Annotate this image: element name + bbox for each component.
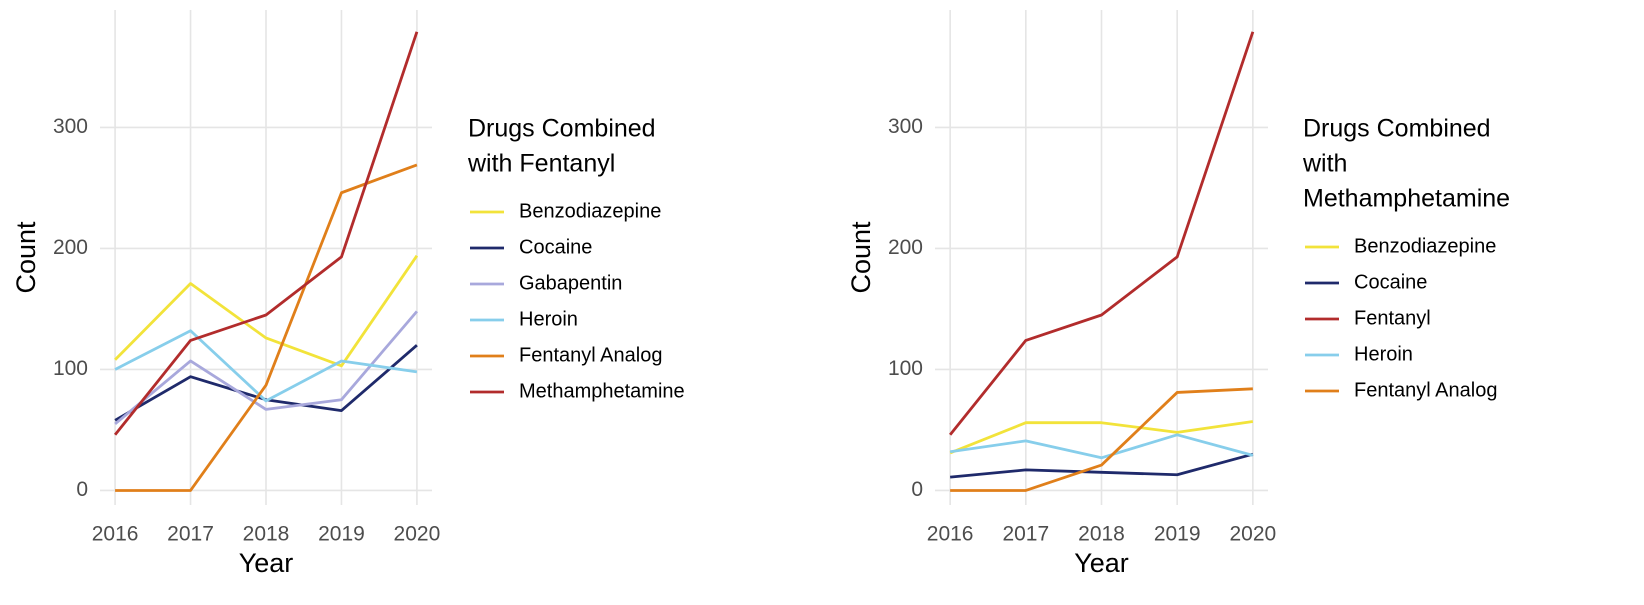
- y-tick-label: 100: [888, 357, 923, 380]
- legend-label: Methamphetamine: [519, 380, 685, 402]
- legend-label: Gabapentin: [519, 272, 622, 294]
- x-tick-label: 2019: [1154, 523, 1201, 546]
- x-tick-label: 2018: [243, 523, 290, 546]
- y-tick-label: 300: [53, 115, 88, 138]
- legend-label: Heroin: [519, 308, 578, 330]
- y-tick-label: 300: [888, 115, 923, 138]
- y-tick-label: 0: [911, 478, 923, 501]
- legend-label: Benzodiazepine: [519, 200, 661, 222]
- legend-label: Fentanyl Analog: [1354, 379, 1497, 401]
- legend-title: with: [1302, 150, 1347, 178]
- legend-label: Fentanyl Analog: [519, 344, 662, 366]
- x-tick-label: 2017: [1002, 523, 1049, 546]
- y-tick-label: 200: [888, 236, 923, 259]
- legend-label: Heroin: [1354, 343, 1413, 365]
- series-line: [949, 420, 1254, 455]
- series-line: [114, 329, 418, 403]
- series-line: [949, 433, 1254, 460]
- series-line: [114, 254, 419, 368]
- series-line: [949, 31, 1255, 436]
- legend-label: Cocaine: [519, 236, 592, 258]
- legend-title: with Fentanyl: [467, 150, 615, 178]
- x-tick-label: 2018: [1078, 523, 1125, 546]
- y-tick-label: 100: [53, 357, 88, 380]
- x-tick-label: 2020: [1230, 523, 1277, 546]
- chart: 0 100 200 300 2016 2017 2018 2019 2020 Year Count D…: [846, 10, 1510, 578]
- x-tick-label: 2016: [927, 523, 974, 546]
- series-line: [950, 387, 1253, 492]
- y-tick-label: 0: [76, 478, 88, 501]
- chart: 0 100 200 300 2016 2017 2018 2019 2020 Year Count D…: [11, 10, 685, 578]
- x-axis-label: Year: [239, 548, 294, 578]
- x-axis-label: Year: [1074, 548, 1129, 578]
- series-line: [114, 310, 418, 425]
- legend-title: Methamphetamine: [1303, 185, 1510, 213]
- legend-title: Drugs Combined: [468, 115, 656, 143]
- x-tick-label: 2020: [394, 523, 441, 546]
- series-line: [950, 452, 1254, 479]
- y-tick-label: 200: [53, 236, 88, 259]
- legend-label: Benzodiazepine: [1354, 235, 1496, 257]
- series-line: [113, 31, 419, 436]
- x-tick-label: 2016: [92, 523, 139, 546]
- x-tick-label: 2017: [167, 523, 214, 546]
- x-tick-label: 2019: [318, 523, 365, 546]
- y-axis-label: Count: [11, 221, 41, 294]
- y-axis-label: Count: [846, 221, 876, 294]
- legend-title: Drugs Combined: [1303, 115, 1491, 143]
- legend-label: Cocaine: [1354, 271, 1427, 293]
- legend-label: Fentanyl: [1354, 307, 1431, 329]
